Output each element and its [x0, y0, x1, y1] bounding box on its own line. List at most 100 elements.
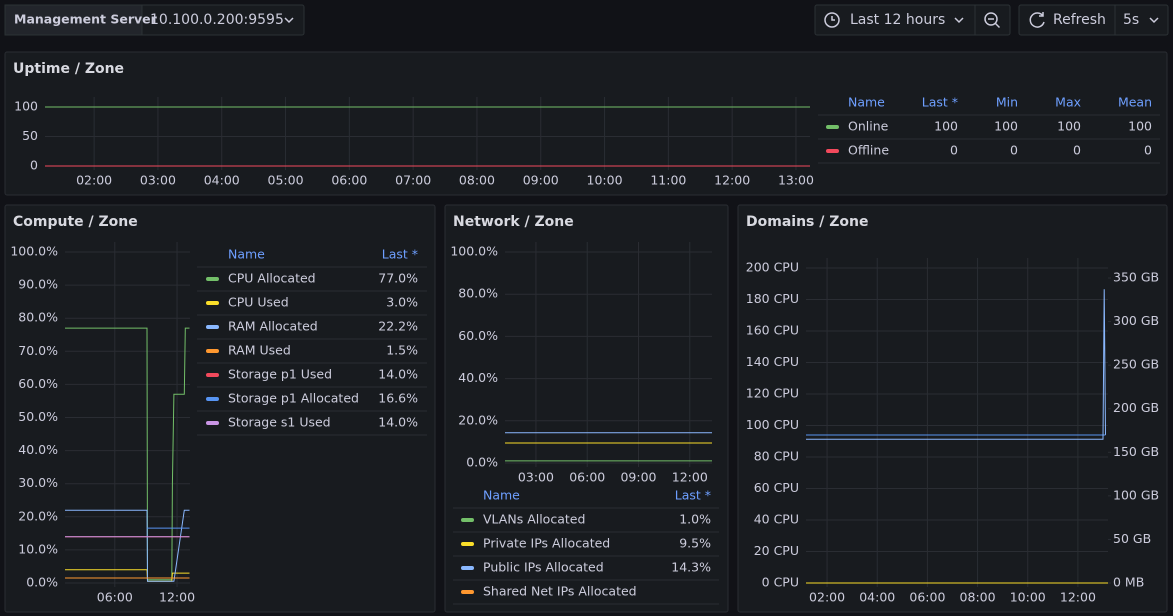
legend-value: 100 — [1057, 119, 1081, 134]
legend-swatch — [206, 397, 219, 401]
x-tick-label: 06:00 — [569, 470, 605, 485]
legend-swatch — [206, 325, 219, 329]
x-tick-label: 03:00 — [140, 173, 176, 188]
legend-name: Storage p1 Used — [228, 367, 332, 382]
legend-swatch — [206, 277, 219, 281]
y-tick-label: 20.0% — [458, 412, 498, 427]
x-tick-label: 08:00 — [960, 590, 996, 605]
legend-swatch — [461, 590, 474, 594]
y2-tick-label: 250 GB — [1113, 357, 1159, 372]
x-tick-label: 09:00 — [620, 470, 656, 485]
legend-name: VLANs Allocated — [483, 512, 585, 527]
x-tick-label: 02:00 — [76, 173, 112, 188]
legend-header: Last * — [382, 247, 418, 262]
x-tick-label: 08:00 — [459, 173, 495, 188]
legend-name: Public IPs Allocated — [483, 560, 604, 575]
y2-tick-label: 50 GB — [1113, 531, 1151, 546]
x-tick-label: 11:00 — [650, 173, 686, 188]
x-tick-label: 02:00 — [809, 590, 845, 605]
panel — [445, 205, 728, 612]
y-tick-label: 80.0% — [458, 286, 498, 301]
legend-value: 14.0% — [378, 367, 418, 382]
legend-name: Shared Net IPs Allocated — [483, 584, 637, 599]
y-tick-label: 50.0% — [18, 409, 58, 424]
legend-swatch — [826, 125, 839, 129]
y-tick-label: 60.0% — [18, 376, 58, 391]
legend-value: 0 — [1010, 143, 1018, 158]
x-tick-label: 04:00 — [859, 590, 895, 605]
y-tick-label: 40.0% — [458, 370, 498, 385]
legend-value: 1.0% — [679, 512, 711, 527]
x-tick-label: 06:00 — [331, 173, 367, 188]
datasource-value[interactable]: 10.100.0.200:9595 — [150, 12, 284, 28]
x-tick-label: 12:00 — [672, 470, 708, 485]
x-tick-label: 13:00 — [778, 173, 814, 188]
legend-swatch — [461, 566, 474, 570]
y-tick-label: 80.0% — [18, 310, 58, 325]
legend-header: Name — [228, 247, 265, 262]
legend-value: 0 — [1073, 143, 1081, 158]
panel — [738, 205, 1167, 612]
legend-value: 22.2% — [378, 319, 418, 334]
legend-name: CPU Used — [228, 295, 289, 310]
legend-name: Online — [848, 119, 889, 134]
y2-tick-label: 200 GB — [1113, 400, 1159, 415]
y-tick-label: 100 CPU — [746, 417, 799, 432]
y-tick-label: 200 CPU — [746, 260, 799, 275]
legend-value: 0 — [1144, 143, 1152, 158]
legend-name: RAM Used — [228, 343, 291, 358]
y-tick-label: 20 CPU — [754, 543, 799, 558]
legend-value: 14.0% — [378, 415, 418, 430]
y-tick-label: 120 CPU — [746, 386, 799, 401]
legend-name: RAM Allocated — [228, 319, 318, 334]
legend-header: Last * — [675, 488, 711, 503]
x-tick-label: 06:00 — [909, 590, 945, 605]
refresh-button[interactable]: Refresh — [1053, 12, 1106, 28]
legend-swatch — [206, 421, 219, 425]
legend-swatch — [461, 542, 474, 546]
y-tick-label: 90.0% — [18, 277, 58, 292]
legend-header: Last * — [922, 95, 958, 110]
toolbar: Management Server 10.100.0.200:9595 Last… — [5, 5, 1168, 35]
y-tick-label: 40.0% — [18, 442, 58, 457]
x-tick-label: 03:00 — [518, 470, 554, 485]
x-tick-label: 10:00 — [587, 173, 623, 188]
y-tick-label: 160 CPU — [746, 323, 799, 338]
refresh-interval[interactable]: 5s — [1123, 12, 1139, 28]
legend-value: 3.0% — [386, 295, 418, 310]
datasource-label: Management Server — [14, 12, 158, 27]
y-tick-label: 0 CPU — [762, 575, 799, 590]
y-tick-label: 10.0% — [18, 541, 58, 556]
x-tick-label: 09:00 — [523, 173, 559, 188]
legend-name: Storage s1 Used — [228, 415, 331, 430]
legend-swatch — [461, 518, 474, 522]
legend-value: 9.5% — [679, 536, 711, 551]
y-tick-label: 100.0% — [10, 244, 58, 259]
x-tick-label: 12:00 — [714, 173, 750, 188]
y2-tick-label: 300 GB — [1113, 313, 1159, 328]
x-tick-label: 10:00 — [1010, 590, 1046, 605]
panel — [5, 205, 435, 612]
y-tick-label: 70.0% — [18, 343, 58, 358]
legend-value: 100 — [994, 119, 1018, 134]
y2-tick-label: 100 GB — [1113, 487, 1159, 502]
x-tick-label: 05:00 — [268, 173, 304, 188]
legend-header: Name — [483, 488, 520, 503]
legend-header: Max — [1055, 95, 1081, 110]
y-tick-label: 0 — [30, 158, 38, 173]
legend-name: Offline — [848, 143, 889, 158]
x-tick-label: 04:00 — [204, 173, 240, 188]
legend-swatch — [206, 349, 219, 353]
legend-swatch — [826, 149, 839, 153]
legend-name: Storage p1 Allocated — [228, 391, 359, 406]
y-tick-label: 20.0% — [18, 508, 58, 523]
panel-title: Domains / Zone — [746, 214, 868, 230]
y-tick-label: 140 CPU — [746, 354, 799, 369]
time-range[interactable]: Last 12 hours — [850, 12, 945, 28]
y-tick-label: 180 CPU — [746, 291, 799, 306]
legend-header: Name — [848, 95, 885, 110]
legend-value: 16.6% — [378, 391, 418, 406]
x-tick-label: 07:00 — [395, 173, 431, 188]
y-tick-label: 60.0% — [458, 328, 498, 343]
legend-value: 0 — [950, 143, 958, 158]
